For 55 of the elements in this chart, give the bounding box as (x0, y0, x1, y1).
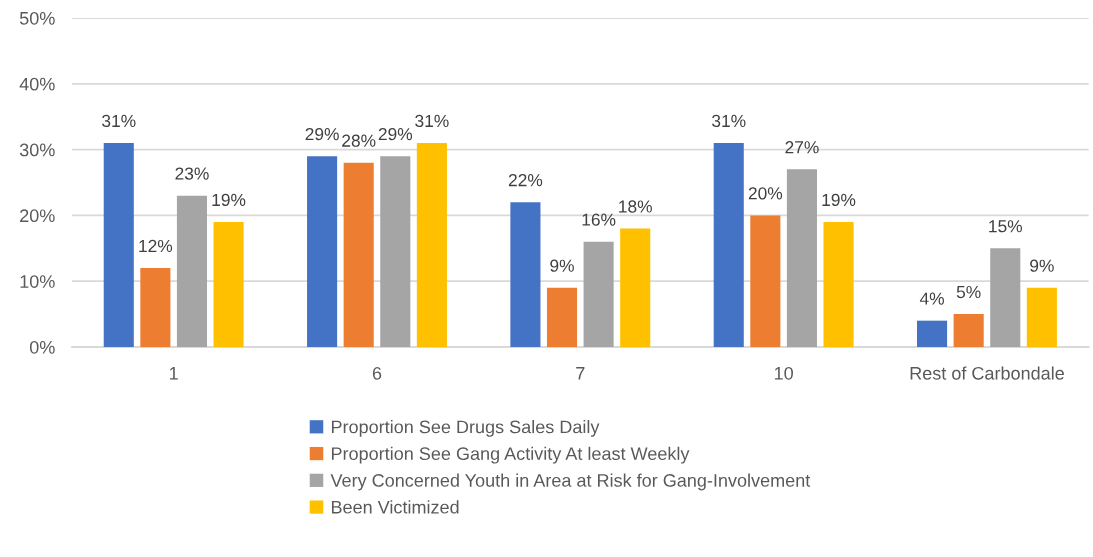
y-tick-label: 30% (19, 143, 55, 157)
data-label: 16% (582, 213, 616, 226)
data-label: 15% (989, 220, 1023, 233)
bar (917, 320, 948, 347)
data-label: 19% (212, 193, 246, 207)
y-tick-label: 40% (19, 77, 55, 91)
legend-label: Very Concerned Youth in Area at Risk for Gang-Involvement (330, 473, 811, 491)
bar (750, 215, 781, 347)
y-tick-label: 10% (20, 275, 55, 288)
bar (103, 143, 134, 347)
data-label: 27% (785, 141, 819, 154)
bar (546, 287, 578, 347)
data-label: 18% (619, 200, 652, 213)
data-label: 29% (305, 127, 339, 141)
data-label: 29% (378, 127, 413, 141)
data-label: 31% (415, 114, 449, 128)
data-label: 12% (139, 239, 173, 253)
x-tick-label: 1 (170, 367, 178, 380)
x-tick-label: 10 (774, 366, 793, 380)
bar (176, 195, 208, 347)
legend-label: Proportion See Drugs Sales Daily (331, 420, 600, 437)
data-label: 4% (919, 292, 944, 305)
data-label: 19% (822, 193, 856, 207)
y-tick-label: 20% (20, 209, 55, 223)
data-label: 20% (748, 187, 783, 200)
bar (213, 221, 244, 347)
data-label: 5% (956, 285, 981, 299)
data-label: 22% (508, 174, 543, 187)
y-tick-label: 50% (19, 11, 55, 25)
bar (953, 314, 984, 347)
legend-label: Been Victimized (331, 500, 459, 514)
x-tick-label: 7 (576, 367, 585, 380)
bar (786, 169, 817, 347)
bar (1026, 287, 1057, 347)
bar (510, 202, 541, 347)
bar (583, 241, 614, 347)
data-label: 9% (550, 259, 574, 272)
x-tick-label: Rest of Carbondale (910, 366, 1064, 380)
bar (307, 156, 338, 347)
data-label: 28% (342, 134, 376, 147)
bar (990, 248, 1021, 347)
data-label: 31% (712, 114, 746, 128)
y-tick-label: 0% (29, 340, 55, 354)
data-label: 31% (102, 114, 136, 128)
bar (620, 228, 651, 347)
x-tick-label: 6 (372, 366, 382, 380)
bar (416, 143, 447, 347)
data-label: 9% (1030, 259, 1054, 272)
bar (823, 221, 854, 347)
bar (380, 156, 411, 347)
bar (713, 143, 744, 347)
legend-label: Proportion See Gang Activity At least Weekly (331, 446, 690, 464)
bar (140, 268, 171, 347)
data-label: 23% (175, 167, 209, 180)
bar (343, 162, 374, 347)
